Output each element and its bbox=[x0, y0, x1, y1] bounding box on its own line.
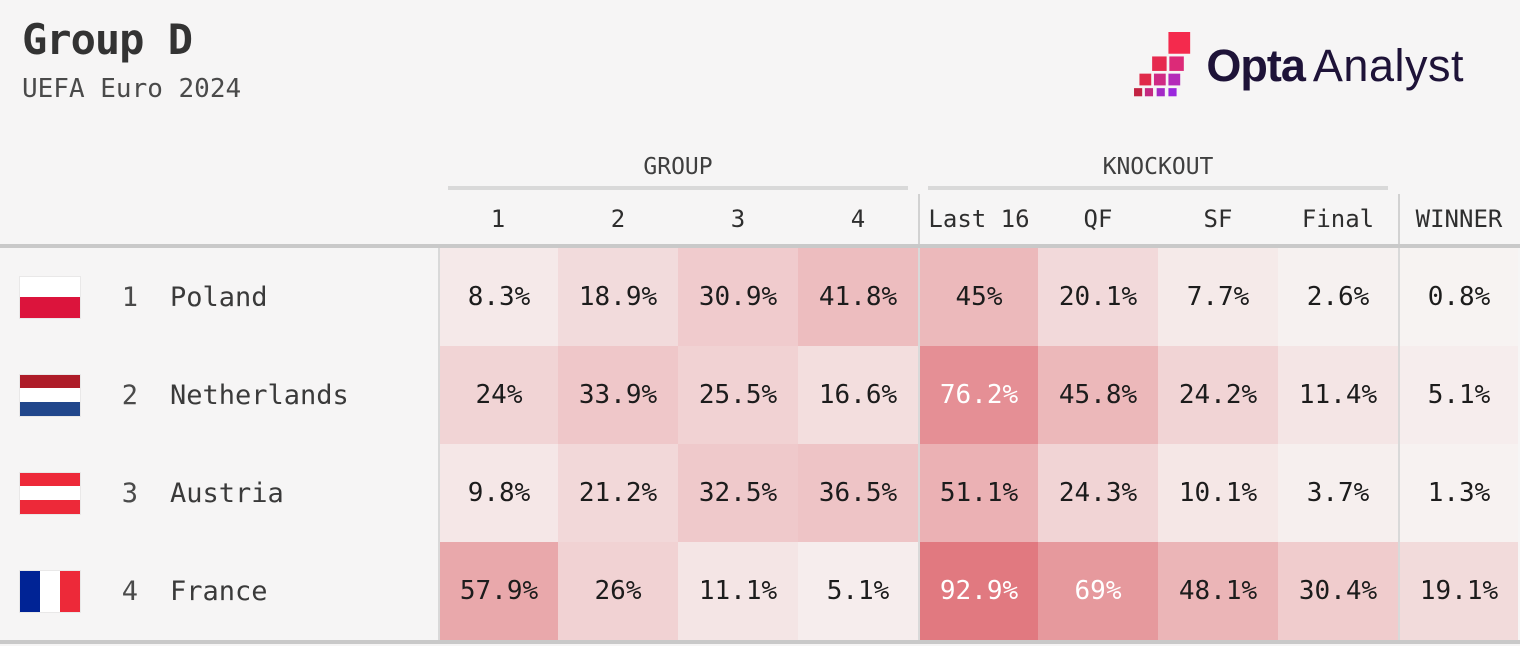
probability-cell-austria-4: 36.5% bbox=[798, 444, 918, 542]
probability-cell-austria-final: 3.7% bbox=[1278, 444, 1398, 542]
probability-cell-poland-qf: 20.1% bbox=[1038, 248, 1158, 346]
team-row-austria: 3 Austria 9.8% 21.2% 32.5% 36.5% 51.1% 24.3% 10.… bbox=[0, 444, 1520, 542]
probability-cell-austria-last-16: 51.1% bbox=[918, 444, 1038, 542]
team-cell: 2 Netherlands bbox=[0, 346, 438, 444]
probability-cell-netherlands-1: 24% bbox=[438, 346, 558, 444]
team-cell: 1 Poland bbox=[0, 248, 438, 346]
probability-cell-france-final: 30.4% bbox=[1278, 542, 1398, 640]
team-cell: 3 Austria bbox=[0, 444, 438, 542]
section-knockout: KNOCKOUT bbox=[918, 150, 1398, 194]
probability-cell-austria-1: 9.8% bbox=[438, 444, 558, 542]
logo-text: Opta Analyst bbox=[1206, 40, 1464, 92]
probability-cell-austria-winner: 1.3% bbox=[1398, 444, 1518, 542]
column-header-4: 4 bbox=[850, 205, 866, 233]
probability-cell-poland-4: 41.8% bbox=[798, 248, 918, 346]
probability-cell-austria-3: 32.5% bbox=[678, 444, 798, 542]
team-rank: 2 bbox=[121, 379, 138, 411]
section-label-group: GROUP bbox=[643, 154, 713, 180]
section-spacer-winner bbox=[1398, 150, 1518, 194]
team-name: France bbox=[170, 575, 268, 607]
flag-stripe bbox=[20, 472, 80, 487]
flag-stripe bbox=[20, 486, 80, 500]
title-block: Group D UEFA Euro 2024 bbox=[22, 15, 242, 105]
column-header-final: Final bbox=[1301, 205, 1375, 233]
probability-cell-netherlands-final: 11.4% bbox=[1278, 346, 1398, 444]
probability-cell-france-last-16: 92.9% bbox=[918, 542, 1038, 640]
flag-stripe bbox=[20, 297, 80, 318]
table-body: 1 Poland 8.3% 18.9% 30.9% 41.8% 45% 20.1% 7.7% 2.… bbox=[0, 244, 1520, 644]
probability-cell-poland-final: 2.6% bbox=[1278, 248, 1398, 346]
probability-cell-netherlands-sf: 24.2% bbox=[1158, 346, 1278, 444]
probability-cell-france-2: 26% bbox=[558, 542, 678, 640]
probability-cell-poland-2: 18.9% bbox=[558, 248, 678, 346]
section-underline-knockout bbox=[928, 186, 1388, 190]
probability-cell-austria-2: 21.2% bbox=[558, 444, 678, 542]
probability-cell-france-3: 11.1% bbox=[678, 542, 798, 640]
flag-stripe bbox=[20, 388, 80, 402]
probability-cell-france-winner: 19.1% bbox=[1398, 542, 1518, 640]
column-header-row: 1 2 3 4 Last 16 QF SF Final WINNER bbox=[0, 194, 1520, 244]
flag-stripe bbox=[20, 499, 80, 514]
probability-cell-france-4: 5.1% bbox=[798, 542, 918, 640]
section-label-knockout: KNOCKOUT bbox=[1102, 154, 1214, 180]
team-name: Poland bbox=[170, 281, 268, 313]
column-header-1: 1 bbox=[490, 205, 506, 233]
team-name: Netherlands bbox=[170, 379, 349, 411]
column-header-2: 2 bbox=[610, 205, 626, 233]
probability-cell-austria-sf: 10.1% bbox=[1158, 444, 1278, 542]
team-name: Austria bbox=[170, 477, 284, 509]
team-rank: 3 bbox=[121, 477, 138, 509]
opta-pixels-icon bbox=[1134, 32, 1191, 97]
flag-stripe bbox=[60, 570, 80, 612]
team-cell: 4 France bbox=[0, 542, 438, 640]
probability-cell-netherlands-4: 16.6% bbox=[798, 346, 918, 444]
logo-brand: Opta bbox=[1206, 39, 1306, 91]
column-header-last-16: Last 16 bbox=[918, 194, 1038, 244]
page-header: Group D UEFA Euro 2024 Opta Analyst bbox=[0, 0, 1520, 150]
probability-cell-netherlands-3: 25.5% bbox=[678, 346, 798, 444]
team-row-netherlands: 2 Netherlands 24% 33.9% 25.5% 16.6% 76.2% 45.8%… bbox=[0, 346, 1520, 444]
flag-stripe bbox=[40, 570, 60, 612]
probability-cell-poland-3: 30.9% bbox=[678, 248, 798, 346]
probability-cell-poland-winner: 0.8% bbox=[1398, 248, 1518, 346]
logo-product: Analyst bbox=[1312, 39, 1464, 91]
probability-table: GROUP KNOCKOUT 1 2 3 4 Last 16 QF SF Final WINNE… bbox=[0, 150, 1520, 644]
section-underline-group bbox=[448, 186, 908, 190]
probability-cell-france-sf: 48.1% bbox=[1158, 542, 1278, 640]
france-flag-icon bbox=[20, 570, 80, 612]
section-header-row: GROUP KNOCKOUT bbox=[0, 150, 1520, 194]
netherlands-flag-icon bbox=[20, 374, 80, 416]
column-header-sf: SF bbox=[1203, 205, 1233, 233]
probability-cell-netherlands-2: 33.9% bbox=[558, 346, 678, 444]
flag-stripe bbox=[20, 276, 80, 297]
probability-cell-poland-1: 8.3% bbox=[438, 248, 558, 346]
page-title: Group D bbox=[22, 15, 193, 64]
probability-cell-netherlands-last-16: 76.2% bbox=[918, 346, 1038, 444]
austria-flag-icon bbox=[20, 472, 80, 514]
flag-stripe bbox=[20, 401, 80, 416]
team-rank: 4 bbox=[121, 575, 138, 607]
column-header-3: 3 bbox=[730, 205, 746, 233]
column-header-qf: QF bbox=[1083, 205, 1113, 233]
flag-stripe bbox=[20, 570, 40, 612]
probability-cell-poland-last-16: 45% bbox=[918, 248, 1038, 346]
probability-cell-poland-sf: 7.7% bbox=[1158, 248, 1278, 346]
probability-cell-france-1: 57.9% bbox=[438, 542, 558, 640]
page-subtitle: UEFA Euro 2024 bbox=[22, 74, 242, 105]
opta-analyst-logo: Opta Analyst bbox=[1134, 32, 1464, 99]
probability-cell-austria-qf: 24.3% bbox=[1038, 444, 1158, 542]
column-header-winner: WINNER bbox=[1398, 194, 1518, 244]
probability-cell-netherlands-winner: 5.1% bbox=[1398, 346, 1518, 444]
flag-stripe bbox=[20, 374, 80, 389]
probability-cell-netherlands-qf: 45.8% bbox=[1038, 346, 1158, 444]
probability-cell-france-qf: 69% bbox=[1038, 542, 1158, 640]
section-spacer-team bbox=[0, 150, 438, 194]
section-group: GROUP bbox=[438, 150, 918, 194]
team-row-poland: 1 Poland 8.3% 18.9% 30.9% 41.8% 45% 20.1% 7.7% 2.… bbox=[0, 248, 1520, 346]
poland-flag-icon bbox=[20, 276, 80, 318]
team-row-france: 4 France 57.9% 26% 11.1% 5.1% 92.9% 69% 48.1% 30.… bbox=[0, 542, 1520, 640]
team-rank: 1 bbox=[121, 281, 138, 313]
